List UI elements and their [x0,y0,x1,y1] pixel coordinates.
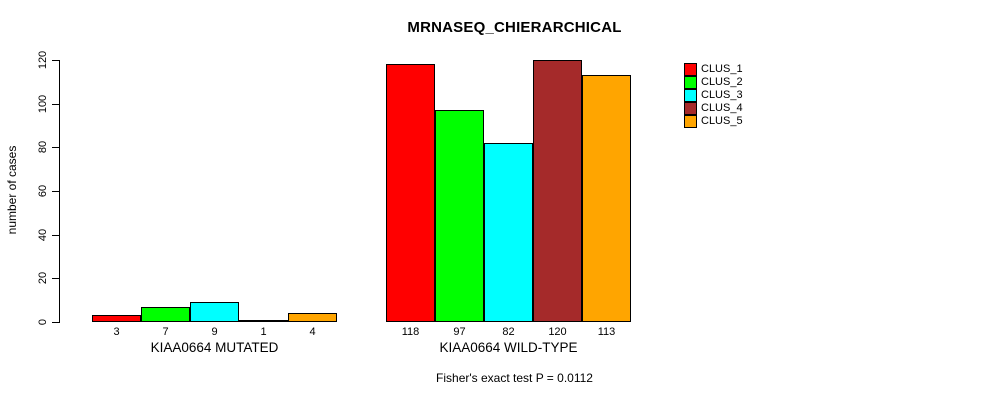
y-axis-tick-label: 100 [37,94,49,114]
bar-clus_1-group1 [92,315,141,322]
x-group-label: KIAA0664 WILD-TYPE [439,340,578,355]
y-axis-tick [52,103,59,105]
legend-swatch-clus_4 [684,102,697,115]
y-axis-tick [52,321,59,323]
bar-value-label: 113 [597,326,616,338]
legend-swatch-clus_2 [684,76,697,89]
y-axis-tick-label: 0 [37,318,49,326]
legend-swatch-clus_1 [684,63,697,76]
bar-clus_4-group2 [533,60,582,322]
bar-clus_5-group1 [288,313,337,322]
legend-swatch-clus_3 [684,89,697,102]
bar-clus_2-group1 [141,307,190,322]
y-axis-tick [52,190,59,192]
y-axis-tick [52,146,59,148]
bar-clus_3-group1 [190,302,239,322]
legend-label: CLUS_1 [701,63,743,75]
legend-label: CLUS_4 [701,102,743,114]
legend-label: CLUS_3 [701,89,743,101]
y-axis-tick-label: 80 [37,140,49,154]
y-axis-tick [52,234,59,236]
bar-value-label: 4 [309,326,316,338]
bar-value-label: 9 [211,326,218,338]
footer-note: Fisher's exact test P = 0.0112 [436,371,593,385]
y-axis-tick-label: 40 [37,228,49,242]
bar-clus_3-group2 [484,143,533,322]
bar-clus_1-group2 [386,64,435,322]
legend-swatch-clus_5 [684,115,697,128]
legend-label: CLUS_5 [701,115,743,127]
legend-label: CLUS_2 [701,76,743,88]
bar-clus_5-group2 [582,75,631,322]
bar-value-label: 7 [162,326,169,338]
bar-value-label: 97 [453,326,466,338]
chart-title: MRNASEQ_CHIERARCHICAL [407,19,622,36]
y-axis-tick-label: 60 [37,184,49,198]
y-axis-line [59,60,60,323]
bar-clus_4-group1 [239,320,288,322]
bar-value-label: 120 [548,326,567,338]
x-group-label: KIAA0664 MUTATED [150,340,279,355]
y-axis-tick-label: 20 [37,271,49,285]
y-axis-label: number of cases [5,145,19,235]
bar-clus_2-group2 [435,110,484,322]
bar-value-label: 3 [113,326,120,338]
bar-value-label: 82 [502,326,515,338]
y-axis-tick-label: 120 [37,50,49,70]
bar-value-label: 1 [260,326,267,338]
y-axis-tick [52,277,59,279]
bar-value-label: 118 [401,326,420,338]
y-axis-tick [52,59,59,61]
